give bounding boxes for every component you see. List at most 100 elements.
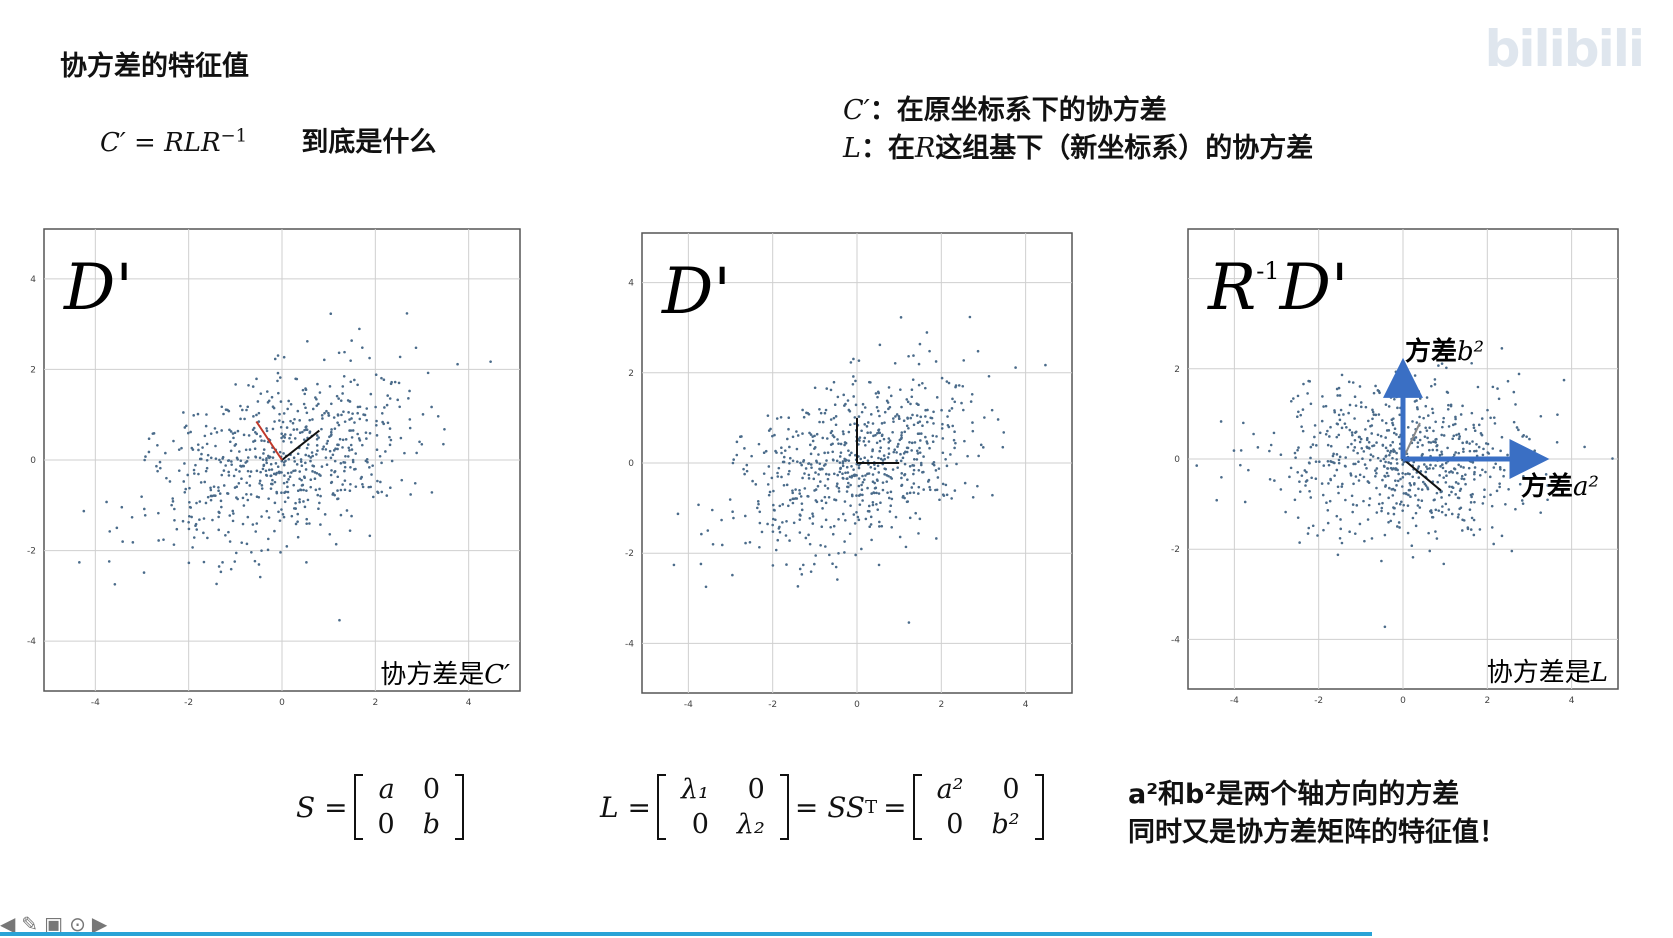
data-point [867, 472, 871, 475]
data-point [325, 442, 329, 445]
data-point [875, 441, 879, 445]
data-point [265, 461, 268, 465]
data-point [798, 489, 801, 492]
data-point [212, 485, 216, 488]
data-point [339, 488, 343, 492]
x-tick-label: -4 [684, 700, 693, 708]
data-point [1437, 364, 1440, 367]
data-point [921, 424, 924, 427]
data-point [862, 478, 866, 481]
data-point [1335, 468, 1339, 472]
data-point [177, 448, 181, 451]
data-point [852, 513, 856, 516]
data-point [1461, 441, 1464, 445]
data-point [1348, 403, 1352, 407]
data-point [776, 475, 780, 478]
data-point [1435, 437, 1438, 441]
data-point [808, 516, 812, 520]
next-arrow-icon[interactable]: ▶ [91, 912, 108, 936]
data-point [848, 409, 852, 413]
data-point [911, 413, 914, 417]
data-point [940, 376, 944, 380]
caption-text: 协方差是 [1487, 658, 1591, 688]
data-point [771, 564, 775, 567]
data-point [245, 408, 248, 412]
data-point [156, 469, 159, 473]
data-point [201, 446, 204, 449]
data-point [1453, 453, 1456, 457]
data-point [821, 507, 824, 510]
data-point [1350, 442, 1353, 446]
data-point [919, 439, 922, 442]
data-point [1444, 461, 1448, 465]
data-point [357, 437, 361, 440]
data-point [827, 495, 831, 499]
data-point [1483, 495, 1486, 499]
data-point [1340, 485, 1344, 488]
data-point [289, 419, 292, 423]
data-point [189, 430, 192, 434]
data-point [356, 432, 359, 436]
data-point [348, 418, 351, 421]
data-point [222, 412, 225, 416]
data-point [876, 409, 880, 413]
data-point [672, 563, 676, 567]
data-point [1428, 549, 1432, 553]
data-point [305, 517, 309, 521]
data-point [323, 411, 326, 415]
data-point [1453, 467, 1457, 471]
data-point [1472, 423, 1475, 427]
data-point [1379, 434, 1383, 438]
data-point [1375, 511, 1379, 514]
data-point [852, 395, 855, 398]
data-point [877, 456, 880, 460]
data-point [204, 424, 208, 428]
data-point [1394, 479, 1397, 482]
data-point [278, 450, 282, 454]
data-point [1333, 410, 1337, 414]
data-point [1431, 407, 1434, 411]
data-point [369, 392, 373, 396]
data-point [798, 518, 802, 521]
data-point [866, 459, 870, 463]
slide-icon[interactable]: ▣ [44, 912, 64, 936]
more-icon[interactable]: ⊙ [69, 912, 86, 936]
data-point [1348, 530, 1351, 533]
data-point [860, 488, 864, 492]
data-point [866, 486, 869, 490]
data-point [292, 428, 296, 431]
data-point [899, 388, 902, 391]
data-point [774, 548, 778, 552]
data-point [1424, 426, 1427, 430]
data-point [1431, 515, 1435, 519]
data-point [887, 474, 890, 478]
data-point [1336, 394, 1339, 397]
data-point [756, 506, 759, 510]
data-point [1324, 404, 1328, 408]
data-point [247, 383, 250, 387]
data-point [343, 350, 346, 354]
data-point [318, 391, 322, 394]
data-point [835, 482, 839, 486]
prev-arrow-icon[interactable]: ◀ [0, 912, 16, 936]
data-point [1427, 440, 1431, 444]
data-point [1465, 440, 1469, 444]
data-point [1429, 463, 1432, 467]
data-point [388, 435, 391, 439]
data-point [319, 494, 322, 498]
data-point [869, 431, 872, 434]
matrix-s-bracket: a 0 0 b [353, 772, 465, 842]
data-point [825, 472, 828, 476]
data-point [700, 532, 703, 536]
pen-icon[interactable]: ✎ [21, 912, 39, 936]
label-main: D' [1279, 251, 1349, 325]
data-point [1445, 366, 1448, 370]
data-point [276, 371, 280, 375]
data-point [202, 517, 206, 520]
data-point [908, 441, 911, 444]
data-point [1395, 395, 1398, 399]
data-point [336, 489, 339, 492]
data-point [389, 438, 393, 442]
data-point [253, 447, 257, 451]
data-point [209, 494, 213, 498]
